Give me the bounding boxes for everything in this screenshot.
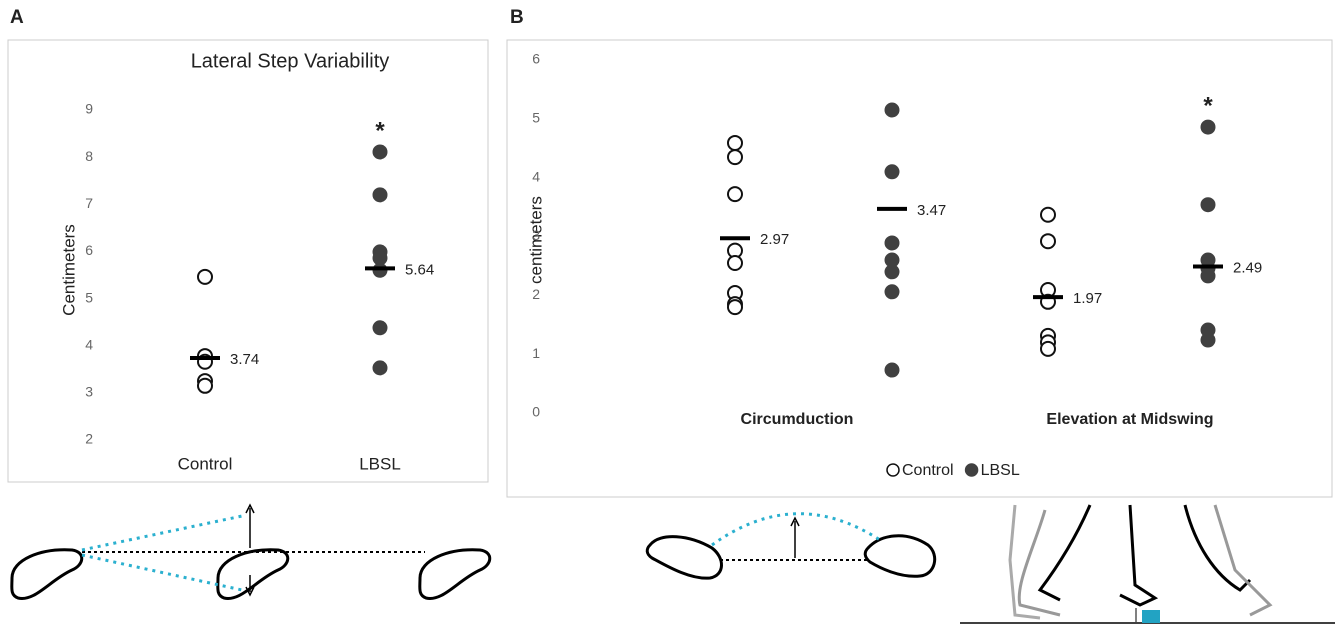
data-point <box>1040 233 1056 250</box>
foot-clearance-illustration <box>645 512 937 580</box>
x-tick-label: LBSL <box>359 454 401 473</box>
y-tick-label: 8 <box>85 148 93 164</box>
data-point <box>727 186 743 203</box>
x-tick-label: Circumduction <box>741 411 854 428</box>
panel-label: A <box>10 7 24 28</box>
data-point <box>884 164 900 180</box>
panel-label: B <box>510 7 524 28</box>
data-point <box>1040 206 1056 223</box>
significance-marker: * <box>375 117 385 144</box>
mean-label: 3.47 <box>917 202 946 219</box>
data-point <box>372 320 388 336</box>
data-point <box>727 134 743 151</box>
y-tick-label: 5 <box>532 110 540 126</box>
y-tick-label: 7 <box>85 195 93 211</box>
data-point <box>372 187 388 203</box>
mean-label: 5.64 <box>405 261 434 278</box>
y-tick-label: 1 <box>532 345 540 361</box>
data-point <box>1200 332 1216 348</box>
legend-marker <box>964 463 979 477</box>
mean-label: 2.49 <box>1233 259 1262 276</box>
y-axis-label: centimeters <box>526 196 545 284</box>
y-tick-label: 4 <box>532 168 540 184</box>
mean-label: 3.74 <box>230 351 259 368</box>
step-width-illustration <box>10 503 492 600</box>
x-tick-label: Control <box>178 454 233 473</box>
data-point <box>1200 197 1216 213</box>
data-point <box>727 299 743 316</box>
data-point <box>727 149 743 166</box>
y-tick-label: 5 <box>85 289 93 305</box>
legend-label: LBSL <box>981 462 1020 479</box>
legend-label: Control <box>902 462 954 479</box>
data-point <box>197 268 213 285</box>
y-tick-label: 2 <box>85 431 93 447</box>
y-tick-label: 3 <box>85 384 93 400</box>
y-tick-label: 4 <box>85 336 93 352</box>
data-point <box>884 102 900 118</box>
significance-marker: * <box>1203 92 1213 119</box>
data-point <box>197 377 213 394</box>
mean-label: 1.97 <box>1073 290 1102 307</box>
y-tick-label: 9 <box>85 101 93 117</box>
data-point <box>884 235 900 251</box>
data-point <box>372 144 388 160</box>
data-point <box>1040 340 1056 357</box>
data-point <box>884 284 900 300</box>
mean-label: 2.97 <box>760 231 789 248</box>
y-tick-label: 6 <box>85 242 93 258</box>
y-tick-label: 2 <box>532 286 540 302</box>
x-tick-label: Elevation at Midswing <box>1046 411 1213 428</box>
panel-a-frame <box>7 39 489 483</box>
y-tick-label: 6 <box>532 51 540 67</box>
data-point <box>1200 119 1216 135</box>
y-axis-label: Centimeters <box>59 224 78 316</box>
data-point <box>1200 268 1216 284</box>
legend-marker <box>886 463 900 477</box>
chart-title: Lateral Step Variability <box>191 50 390 72</box>
gait-illustration <box>960 504 1335 624</box>
data-point <box>372 360 388 376</box>
data-point <box>884 362 900 378</box>
y-tick-label: 0 <box>532 404 540 420</box>
data-point <box>727 254 743 271</box>
y-tick-label: 3 <box>532 227 540 243</box>
data-point <box>884 264 900 280</box>
